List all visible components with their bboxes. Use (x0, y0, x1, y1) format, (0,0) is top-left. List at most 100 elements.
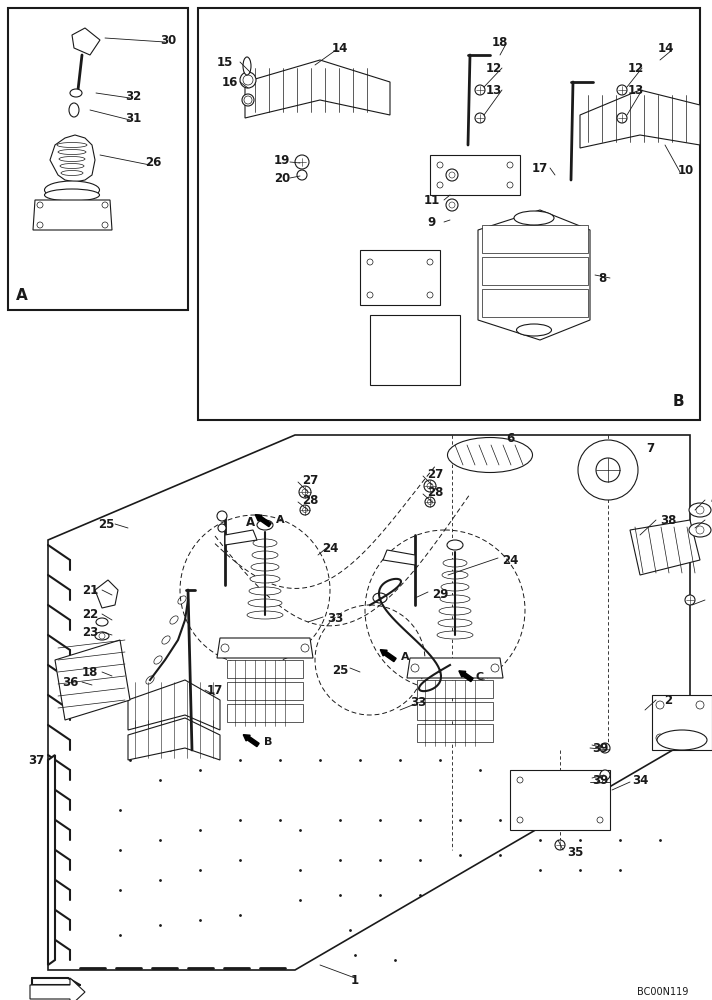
Text: 10: 10 (678, 163, 694, 176)
Ellipse shape (69, 103, 79, 117)
Circle shape (507, 162, 513, 168)
Text: 32: 32 (125, 90, 141, 103)
Polygon shape (33, 200, 112, 230)
Polygon shape (128, 718, 220, 760)
Text: 16: 16 (222, 76, 239, 89)
Circle shape (507, 182, 513, 188)
Circle shape (446, 169, 458, 181)
Bar (652, 695, 712, 750)
Ellipse shape (437, 631, 473, 639)
Ellipse shape (70, 89, 82, 97)
Text: 36: 36 (62, 676, 78, 688)
Circle shape (656, 734, 664, 742)
Circle shape (600, 743, 610, 753)
Circle shape (596, 458, 620, 482)
FancyArrow shape (244, 735, 259, 747)
Polygon shape (227, 682, 303, 700)
Ellipse shape (44, 181, 100, 199)
Text: 13: 13 (628, 84, 644, 97)
Polygon shape (383, 550, 415, 565)
Circle shape (217, 511, 227, 521)
Circle shape (243, 75, 253, 85)
Text: 11: 11 (424, 194, 440, 207)
Circle shape (597, 777, 603, 783)
Ellipse shape (257, 520, 273, 530)
Text: 1: 1 (351, 974, 359, 986)
Text: 25: 25 (98, 518, 114, 530)
Text: 24: 24 (502, 554, 518, 566)
Circle shape (491, 664, 499, 672)
Circle shape (37, 222, 43, 228)
Text: 30: 30 (160, 33, 176, 46)
Text: 12: 12 (628, 62, 644, 75)
Ellipse shape (251, 563, 279, 571)
Text: 35: 35 (567, 846, 583, 858)
Circle shape (656, 701, 664, 709)
Text: 28: 28 (426, 486, 443, 498)
Circle shape (475, 113, 485, 123)
Circle shape (617, 85, 627, 95)
Circle shape (367, 292, 373, 298)
Text: A: A (401, 652, 409, 662)
Circle shape (427, 483, 433, 489)
Ellipse shape (689, 503, 711, 517)
Text: 31: 31 (125, 111, 141, 124)
FancyArrow shape (380, 650, 396, 662)
Ellipse shape (44, 189, 100, 201)
Polygon shape (95, 580, 118, 608)
Polygon shape (417, 680, 493, 698)
Polygon shape (417, 724, 493, 742)
Circle shape (302, 489, 308, 495)
Bar (370, 315, 460, 385)
Polygon shape (227, 660, 303, 678)
Circle shape (600, 770, 610, 780)
Text: 27: 27 (302, 474, 318, 487)
Circle shape (696, 526, 704, 534)
Text: 9: 9 (428, 216, 436, 229)
Text: 15: 15 (217, 55, 234, 68)
Circle shape (299, 486, 311, 498)
Circle shape (427, 499, 432, 504)
Text: 2: 2 (664, 694, 672, 706)
Text: 29: 29 (431, 587, 448, 600)
Circle shape (597, 817, 603, 823)
Polygon shape (407, 658, 503, 678)
Text: 17: 17 (532, 161, 548, 174)
Polygon shape (72, 28, 100, 55)
Text: C: C (476, 672, 484, 682)
Ellipse shape (516, 324, 552, 336)
Text: 20: 20 (274, 172, 290, 184)
Circle shape (555, 840, 565, 850)
Ellipse shape (248, 599, 282, 607)
Text: 24: 24 (322, 542, 338, 554)
Circle shape (37, 202, 43, 208)
Text: 14: 14 (332, 41, 348, 54)
Circle shape (300, 505, 310, 515)
Text: B: B (264, 737, 272, 747)
Circle shape (303, 508, 308, 512)
Ellipse shape (247, 611, 283, 619)
Circle shape (427, 292, 433, 298)
Text: A: A (246, 516, 255, 528)
Circle shape (102, 222, 108, 228)
Ellipse shape (373, 593, 387, 603)
Circle shape (685, 595, 695, 605)
Text: 23: 23 (82, 626, 98, 639)
Bar (510, 770, 610, 830)
Text: 4: 4 (711, 493, 712, 506)
Text: 8: 8 (598, 271, 606, 284)
Text: 33: 33 (327, 611, 343, 624)
Polygon shape (478, 210, 590, 340)
Ellipse shape (442, 571, 468, 579)
Ellipse shape (689, 523, 711, 537)
Circle shape (475, 85, 485, 95)
Text: 3: 3 (711, 514, 712, 526)
FancyArrow shape (256, 515, 271, 527)
Circle shape (295, 155, 309, 169)
Circle shape (244, 96, 252, 104)
Polygon shape (245, 60, 390, 118)
Circle shape (427, 259, 433, 265)
Polygon shape (482, 289, 588, 317)
Circle shape (449, 172, 455, 178)
Circle shape (696, 734, 704, 742)
